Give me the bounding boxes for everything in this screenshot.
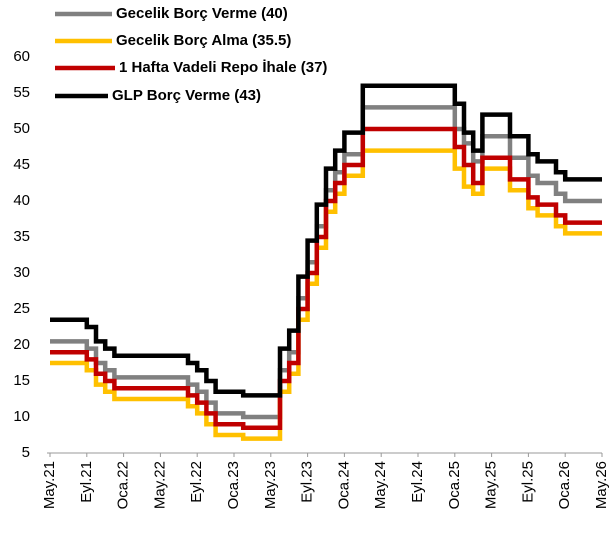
y-tick-label: 25 (13, 300, 30, 317)
y-tick-label: 60 (13, 48, 30, 65)
x-tick-label: Oca.23 (225, 461, 242, 509)
legend-label: Gecelik Borç Verme (40) (116, 5, 288, 22)
x-tick-label: Oca.26 (556, 461, 573, 509)
y-tick-label: 40 (13, 192, 30, 209)
series-line (50, 126, 602, 431)
legend-label: Gecelik Borç Alma (35.5) (116, 32, 291, 49)
series-line (50, 105, 602, 420)
x-tick-label: May.25 (483, 461, 500, 509)
x-tick-label: Eyl.25 (519, 461, 536, 503)
x-tick-label: May.23 (262, 461, 279, 509)
y-tick-label: 5 (22, 444, 30, 461)
x-tick-label: May.24 (372, 461, 389, 509)
y-tick-label: 15 (13, 372, 30, 389)
x-tick-label: Eyl.21 (78, 461, 95, 503)
x-tick-label: Eyl.24 (409, 461, 426, 503)
x-tick-label: Oca.24 (335, 461, 352, 509)
series-line (50, 83, 602, 398)
x-tick-label: May.21 (41, 461, 58, 509)
y-tick-label: 30 (13, 264, 30, 281)
x-tick-label: Eyl.23 (299, 461, 316, 503)
y-tick-label: 45 (13, 156, 30, 173)
legend-label: GLP Borç Verme (43) (112, 87, 261, 104)
x-tick-label: Oca.22 (115, 461, 132, 509)
y-tick-label: 10 (13, 408, 30, 425)
x-tick-label: Eyl.22 (188, 461, 205, 503)
x-tick-label: May.26 (593, 461, 610, 509)
x-tick-label: May.22 (151, 461, 168, 509)
legend-label: 1 Hafta Vadeli Repo İhale (37) (119, 59, 327, 76)
y-tick-label: 55 (13, 84, 30, 101)
x-tick-label: Oca.25 (446, 461, 463, 509)
y-tick-label: 20 (13, 336, 30, 353)
y-tick-label: 50 (13, 120, 30, 137)
y-tick-label: 35 (13, 228, 30, 245)
